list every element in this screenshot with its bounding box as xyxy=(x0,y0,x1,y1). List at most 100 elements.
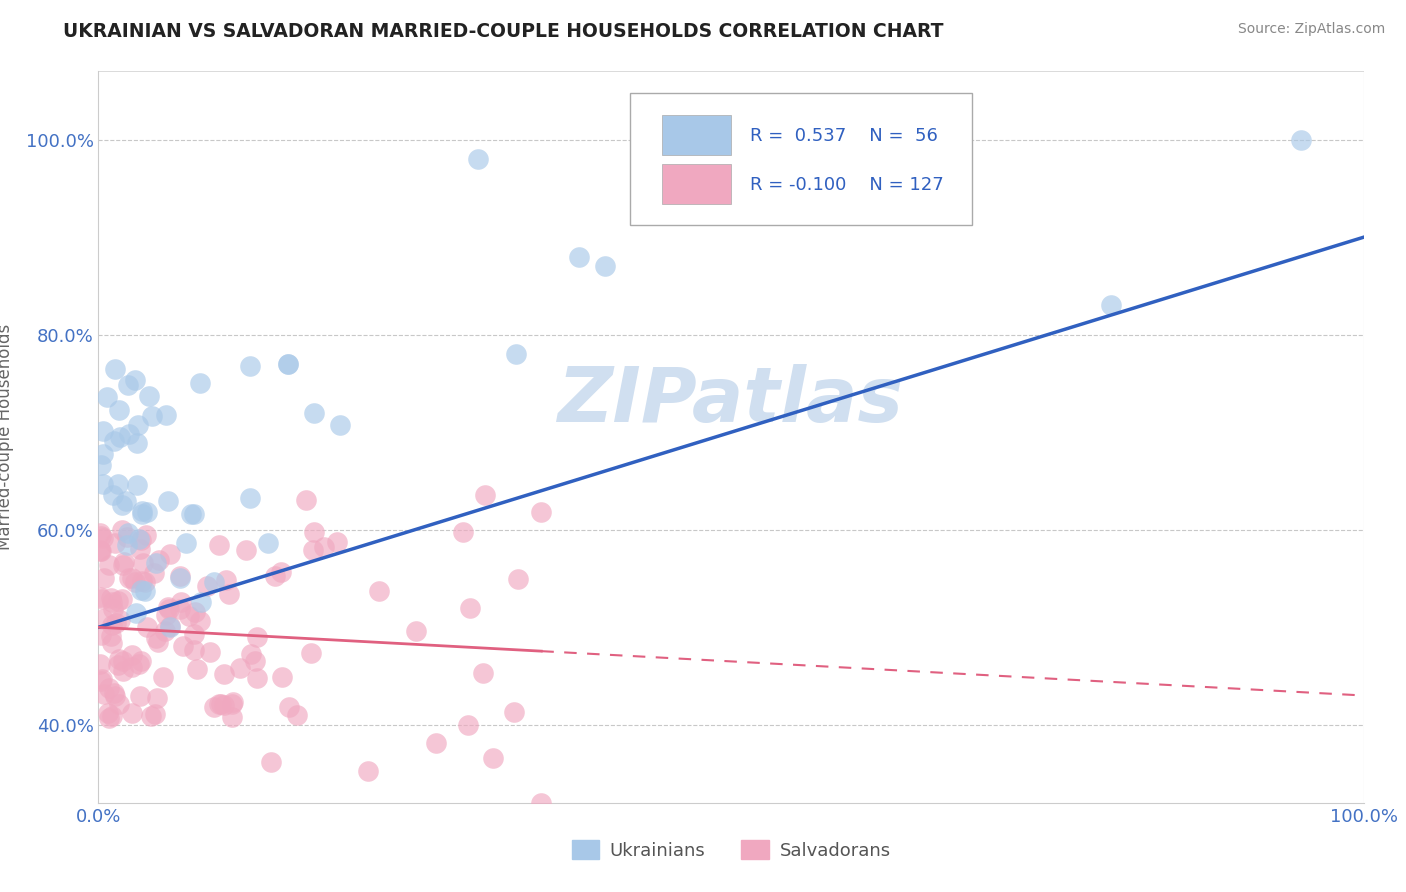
Point xyxy=(101,617,124,632)
Point xyxy=(1289,133,1312,147)
Point xyxy=(117,526,139,541)
Point xyxy=(212,698,235,713)
Point xyxy=(474,488,496,502)
Point xyxy=(159,620,181,634)
Point xyxy=(89,544,111,558)
Point xyxy=(285,707,308,722)
Point xyxy=(183,627,205,641)
Point xyxy=(457,718,479,732)
Point xyxy=(169,571,191,585)
Point xyxy=(188,376,211,391)
Point xyxy=(195,579,218,593)
Point xyxy=(229,661,252,675)
Point xyxy=(312,540,335,554)
Point xyxy=(209,697,232,711)
Text: Source: ZipAtlas.com: Source: ZipAtlas.com xyxy=(1237,22,1385,37)
Point xyxy=(138,388,160,402)
Point xyxy=(239,359,262,374)
Point xyxy=(460,601,482,615)
Point xyxy=(121,659,143,673)
Point xyxy=(98,681,121,695)
Point xyxy=(93,571,115,585)
Point xyxy=(118,571,141,585)
Point xyxy=(97,558,120,573)
Point xyxy=(141,409,163,423)
Point xyxy=(111,592,134,607)
Point xyxy=(100,709,122,723)
Point xyxy=(90,529,112,543)
Point xyxy=(129,582,152,597)
Point xyxy=(202,699,225,714)
Point xyxy=(482,751,505,765)
Bar xyxy=(661,164,731,204)
Point xyxy=(108,613,131,627)
Point xyxy=(277,357,299,371)
Point xyxy=(125,477,148,491)
Point xyxy=(90,674,112,689)
Y-axis label: Married-couple Households: Married-couple Households xyxy=(0,324,14,550)
Point xyxy=(90,458,112,473)
Point xyxy=(145,556,167,570)
Point xyxy=(593,260,616,274)
Point xyxy=(93,424,115,438)
Point xyxy=(186,662,208,676)
Point xyxy=(129,654,152,668)
Point xyxy=(302,543,325,558)
Point xyxy=(212,667,235,681)
Point xyxy=(124,575,146,590)
Point xyxy=(145,691,167,706)
Point xyxy=(111,498,134,512)
Point xyxy=(93,612,115,626)
Point xyxy=(357,764,380,778)
Point xyxy=(139,709,162,723)
Point xyxy=(103,685,125,699)
Point xyxy=(93,687,115,701)
Point xyxy=(329,417,352,432)
Point xyxy=(98,711,121,725)
Point xyxy=(107,593,129,607)
Point xyxy=(91,532,114,546)
Point xyxy=(131,557,153,571)
Point xyxy=(96,391,118,405)
Legend: Ukrainians, Salvadorans: Ukrainians, Salvadorans xyxy=(564,833,898,867)
Point xyxy=(202,575,225,590)
Point xyxy=(104,536,127,550)
Point xyxy=(243,654,266,668)
Point xyxy=(108,652,131,666)
Point xyxy=(295,492,318,507)
Point xyxy=(111,558,134,573)
Point xyxy=(117,378,139,392)
Point xyxy=(174,536,197,550)
Point xyxy=(530,505,553,519)
Point xyxy=(148,552,170,566)
Point xyxy=(508,572,530,586)
Point xyxy=(405,624,427,639)
Point xyxy=(208,698,231,712)
Point xyxy=(183,508,205,522)
Point xyxy=(155,608,177,623)
Point xyxy=(128,532,150,546)
Point xyxy=(208,538,231,552)
Point xyxy=(246,630,269,644)
Point xyxy=(100,591,122,605)
Point xyxy=(221,697,243,711)
Text: UKRAINIAN VS SALVADORAN MARRIED-COUPLE HOUSEHOLDS CORRELATION CHART: UKRAINIAN VS SALVADORAN MARRIED-COUPLE H… xyxy=(63,22,943,41)
Point xyxy=(368,584,391,599)
Point xyxy=(246,671,269,685)
Point xyxy=(89,590,111,604)
Point xyxy=(89,525,111,540)
Point xyxy=(104,362,127,376)
Point xyxy=(170,595,193,609)
Point xyxy=(125,606,148,620)
Point xyxy=(104,615,127,630)
Point xyxy=(505,347,527,361)
Point xyxy=(91,447,114,461)
Point xyxy=(101,595,124,609)
Point xyxy=(127,436,149,450)
Point xyxy=(260,755,283,769)
Point xyxy=(121,648,143,662)
Point xyxy=(131,574,153,589)
Point xyxy=(145,631,167,645)
Point xyxy=(214,573,236,587)
Point xyxy=(278,699,301,714)
